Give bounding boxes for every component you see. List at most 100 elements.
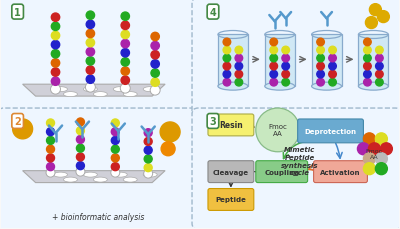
Circle shape (235, 71, 243, 79)
Circle shape (111, 154, 119, 162)
Text: Fmoc
AA: Fmoc AA (366, 149, 383, 159)
Circle shape (151, 60, 159, 69)
Circle shape (329, 55, 336, 63)
Circle shape (223, 39, 231, 46)
Circle shape (121, 58, 130, 67)
FancyBboxPatch shape (0, 0, 199, 117)
Circle shape (364, 71, 371, 79)
FancyBboxPatch shape (256, 161, 308, 183)
Circle shape (86, 57, 94, 66)
Circle shape (86, 21, 94, 29)
Ellipse shape (84, 87, 97, 92)
Circle shape (270, 63, 278, 71)
Circle shape (364, 79, 371, 87)
Circle shape (160, 123, 180, 142)
Circle shape (256, 109, 300, 152)
Circle shape (46, 169, 55, 177)
Circle shape (364, 133, 375, 145)
Circle shape (270, 47, 278, 55)
Circle shape (51, 50, 60, 59)
FancyBboxPatch shape (265, 35, 295, 87)
Text: Activation: Activation (320, 169, 361, 175)
FancyBboxPatch shape (208, 189, 254, 210)
FancyBboxPatch shape (208, 114, 254, 136)
Circle shape (377, 12, 389, 23)
Circle shape (51, 41, 60, 50)
Circle shape (223, 47, 231, 55)
Circle shape (76, 153, 84, 161)
Circle shape (223, 63, 231, 71)
FancyBboxPatch shape (358, 35, 388, 87)
Ellipse shape (93, 92, 107, 97)
Circle shape (51, 32, 60, 41)
Circle shape (161, 142, 175, 156)
Circle shape (317, 79, 324, 87)
Circle shape (380, 143, 392, 155)
Circle shape (376, 79, 383, 87)
Text: Coupling: Coupling (264, 169, 299, 175)
Text: Peptide: Peptide (216, 197, 246, 203)
Circle shape (317, 47, 324, 55)
Circle shape (111, 163, 119, 171)
Circle shape (144, 169, 153, 178)
Circle shape (85, 83, 95, 93)
Circle shape (270, 55, 278, 63)
Circle shape (375, 163, 387, 175)
Circle shape (270, 39, 278, 46)
Circle shape (282, 47, 290, 55)
Circle shape (376, 63, 383, 71)
Circle shape (368, 143, 380, 155)
Circle shape (51, 14, 60, 22)
Circle shape (270, 71, 278, 79)
Circle shape (86, 12, 94, 20)
Ellipse shape (312, 83, 342, 91)
Circle shape (46, 120, 54, 127)
Ellipse shape (218, 83, 248, 91)
Circle shape (364, 163, 375, 175)
Ellipse shape (54, 87, 68, 92)
Circle shape (151, 42, 159, 51)
FancyBboxPatch shape (192, 0, 400, 117)
Circle shape (51, 60, 60, 68)
Circle shape (223, 79, 231, 87)
Circle shape (375, 153, 387, 165)
Circle shape (370, 5, 381, 16)
Circle shape (329, 71, 336, 79)
Ellipse shape (123, 92, 137, 97)
Circle shape (364, 47, 371, 55)
Ellipse shape (64, 92, 78, 97)
Ellipse shape (64, 177, 78, 182)
Circle shape (317, 71, 324, 79)
Circle shape (364, 63, 371, 71)
Circle shape (151, 79, 159, 87)
Circle shape (76, 127, 84, 135)
Circle shape (121, 22, 130, 30)
Circle shape (329, 63, 336, 71)
FancyBboxPatch shape (208, 161, 254, 183)
Circle shape (111, 146, 119, 153)
Circle shape (51, 23, 60, 31)
Circle shape (144, 147, 152, 155)
Circle shape (235, 63, 243, 71)
Circle shape (376, 55, 383, 63)
Circle shape (111, 128, 119, 136)
Circle shape (46, 146, 54, 153)
Ellipse shape (358, 83, 388, 91)
Text: Mimetic
Peptide
synthesis
cycle: Mimetic Peptide synthesis cycle (281, 147, 318, 175)
Ellipse shape (113, 87, 127, 92)
Circle shape (46, 154, 54, 162)
Circle shape (376, 47, 383, 55)
Circle shape (329, 47, 336, 55)
Text: Fmoc
AA: Fmoc AA (268, 124, 287, 137)
Polygon shape (23, 171, 165, 183)
Circle shape (282, 63, 290, 71)
Ellipse shape (93, 177, 107, 182)
Circle shape (144, 129, 152, 137)
Ellipse shape (143, 172, 157, 177)
Ellipse shape (123, 177, 137, 182)
Circle shape (366, 17, 377, 29)
Circle shape (364, 55, 371, 63)
Circle shape (46, 163, 54, 171)
Circle shape (235, 47, 243, 55)
Text: 3: 3 (210, 117, 216, 126)
